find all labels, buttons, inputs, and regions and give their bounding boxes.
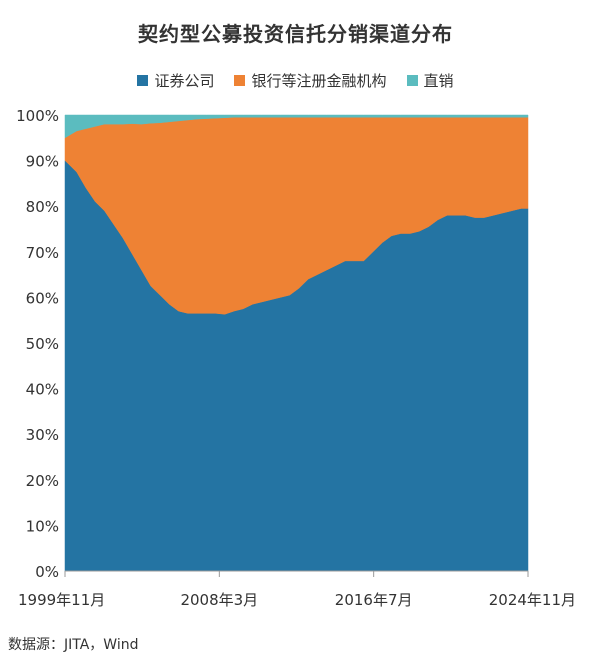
y-tick-label: 80% (26, 198, 59, 216)
legend-swatch-banks (234, 75, 246, 86)
y-tick-label: 60% (26, 289, 59, 307)
area-series-2 (64, 114, 529, 139)
y-tick-label: 30% (26, 426, 59, 444)
legend-item-banks: 银行等注册金融机构 (234, 70, 387, 91)
chart-title: 契约型公募投资信托分销渠道分布 (138, 22, 453, 46)
legend-item-direct: 直销 (406, 70, 454, 91)
y-tick-label: 0% (35, 563, 59, 581)
data-source: 数据源：JITA，Wind (8, 637, 139, 653)
legend-swatch-direct (406, 75, 418, 86)
legend-label-direct: 直销 (423, 72, 454, 90)
x-tick-label: 2016年7月 (335, 591, 413, 609)
x-tick-label: 2008年3月 (180, 591, 258, 609)
x-tick-label: 2024年11月 (489, 591, 576, 609)
y-tick-label: 50% (26, 335, 59, 353)
y-tick-label: 90% (26, 153, 59, 171)
y-tick-label: 20% (26, 472, 59, 490)
legend-label-banks: 银行等注册金融机构 (251, 72, 387, 90)
legend-item-securities: 证券公司 (137, 70, 214, 91)
legend-label-securities: 证券公司 (154, 72, 215, 90)
legend-swatch-securities (137, 75, 149, 86)
y-tick-label: 70% (26, 244, 59, 262)
legend: 证券公司 银行等注册金融机构 直销 (0, 70, 591, 91)
x-tick-label: 1999年11月 (18, 591, 105, 609)
y-tick-label: 40% (26, 381, 59, 399)
y-tick-label: 10% (26, 517, 59, 535)
y-tick-label: 100% (16, 107, 59, 125)
